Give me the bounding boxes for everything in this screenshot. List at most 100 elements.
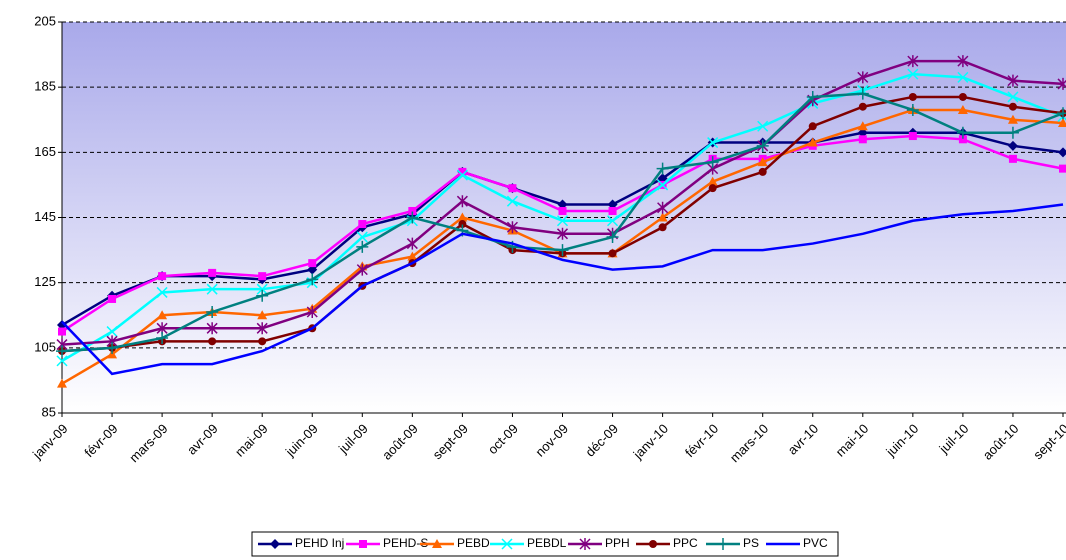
marker [956, 126, 969, 139]
marker [208, 337, 217, 346]
legend: PEHD Inj PEHD-S PEBD PEBDL PPH PPC PS PVC [251, 531, 839, 557]
x-tick-label: juil-10 [936, 421, 972, 457]
marker [106, 341, 119, 354]
marker [658, 223, 667, 232]
marker [306, 273, 319, 286]
x-tick-label: févr-09 [81, 421, 120, 460]
marker [1007, 74, 1019, 87]
marker [406, 237, 418, 250]
marker [649, 540, 657, 548]
marker [556, 215, 569, 227]
marker [957, 104, 968, 114]
marker [1007, 91, 1019, 103]
marker [757, 120, 769, 132]
x-tick-label: déc-09 [582, 421, 621, 460]
marker [857, 71, 869, 84]
marker [58, 327, 66, 336]
marker [607, 199, 618, 210]
marker [156, 332, 169, 345]
marker [958, 135, 967, 144]
marker [358, 220, 367, 229]
marker [907, 68, 919, 80]
marker [258, 337, 267, 346]
marker [556, 227, 569, 240]
x-tick-label: févr-10 [682, 421, 721, 460]
marker [456, 195, 468, 208]
marker [858, 135, 867, 144]
marker [359, 540, 367, 548]
marker [356, 240, 369, 253]
marker [1007, 114, 1018, 124]
series [58, 132, 1066, 336]
marker [807, 137, 818, 147]
marker [657, 173, 668, 184]
marker [758, 167, 767, 176]
marker [256, 322, 268, 335]
marker [56, 355, 68, 367]
marker [208, 268, 217, 277]
marker [756, 139, 769, 152]
y-tick-label: 145 [34, 209, 56, 224]
marker [206, 305, 219, 318]
marker [456, 169, 468, 181]
marker [656, 162, 669, 175]
marker [258, 272, 267, 281]
y-tick-label: 185 [34, 79, 56, 94]
marker [607, 215, 619, 227]
marker [307, 264, 318, 275]
marker [506, 221, 518, 234]
marker [1006, 126, 1019, 139]
legend-label: PEHD-S [383, 536, 428, 550]
marker [206, 283, 218, 295]
marker [107, 349, 118, 359]
marker [458, 167, 467, 176]
marker [908, 92, 917, 101]
marker [1057, 107, 1066, 120]
x-tick-label: août-10 [980, 421, 1022, 463]
legend-label: PEBD [457, 536, 490, 550]
legend-label: PVC [803, 536, 828, 550]
legend-label: PPH [605, 536, 630, 550]
x-tick-label: mars-09 [126, 421, 170, 465]
marker [856, 87, 869, 100]
marker [408, 206, 417, 215]
marker [858, 102, 867, 111]
marker [356, 231, 368, 243]
y-tick-label: 165 [34, 144, 56, 159]
marker [406, 211, 419, 224]
marker [432, 539, 442, 548]
legend-label: PEBDL [527, 536, 567, 550]
y-tick-label: 125 [34, 274, 56, 289]
marker [257, 310, 268, 320]
marker [706, 156, 719, 169]
marker [957, 71, 969, 83]
marker [1008, 102, 1017, 111]
marker [657, 201, 669, 214]
marker [206, 322, 218, 335]
marker [958, 92, 967, 101]
x-tick-label: avr-09 [184, 421, 221, 458]
x-tick-label: mai-09 [232, 421, 271, 460]
series [56, 87, 1066, 358]
marker [256, 283, 268, 295]
x-tick-label: juin-10 [882, 421, 921, 460]
marker [508, 184, 517, 193]
marker [57, 378, 67, 388]
x-tick-label: avr-10 [785, 421, 822, 458]
marker [457, 212, 468, 222]
x-tick-label: juin-09 [282, 421, 321, 460]
marker [657, 179, 669, 191]
y-tick-label: 105 [34, 339, 56, 354]
marker [157, 310, 168, 320]
marker [106, 326, 118, 338]
marker [806, 90, 819, 103]
legend-label: PS [743, 536, 759, 550]
marker [717, 538, 729, 550]
marker [908, 132, 917, 141]
marker [556, 244, 569, 257]
marker [308, 259, 317, 268]
marker [501, 538, 513, 550]
series [61, 203, 1064, 376]
x-tick-label: oct-09 [485, 421, 521, 457]
